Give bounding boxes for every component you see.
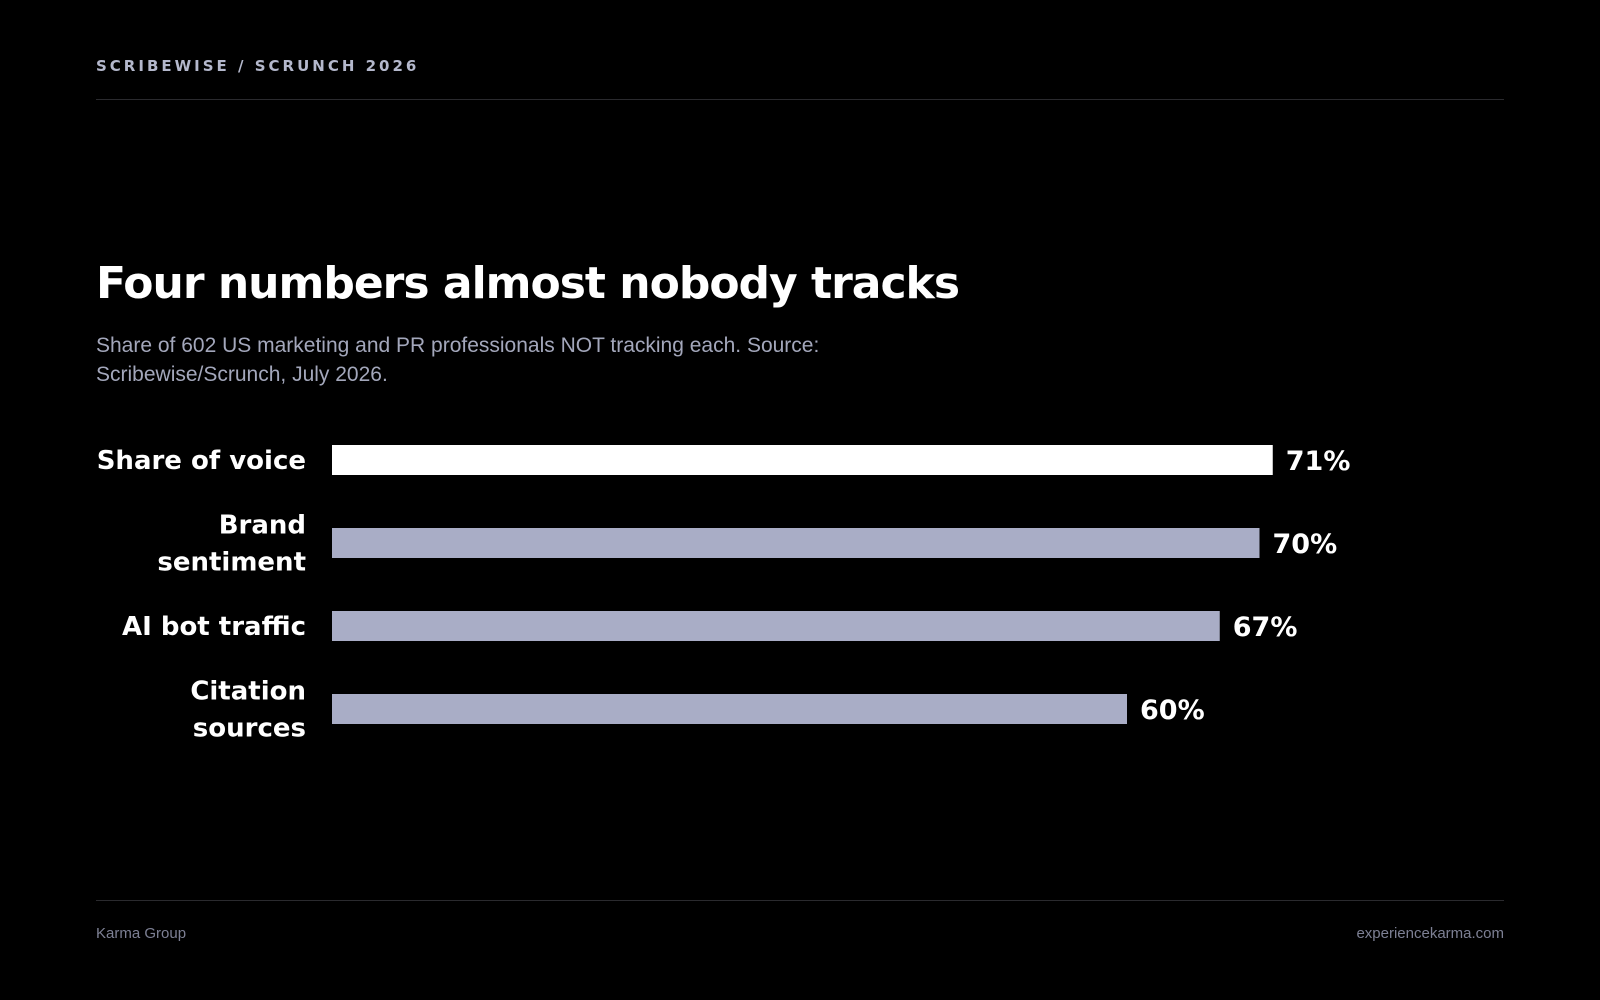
bar [332, 611, 1220, 641]
footer-url: experiencekarma.com [1356, 925, 1504, 942]
category-label: Brand sentiment [157, 511, 306, 578]
category-label: AI bot traffic [122, 612, 306, 642]
footer-brand: Karma Group [96, 925, 187, 942]
chart-title: Four numbers almost nobody tracks [96, 258, 960, 309]
bar-chart: Share of voice 71% Brand sentiment 70% AI bot… [97, 445, 1351, 744]
eyebrow-label: SCRIBEWISE / SCRUNCH 2026 [96, 57, 420, 75]
bar [332, 445, 1273, 475]
bar [332, 528, 1260, 558]
footer-divider [96, 900, 1504, 901]
value-label: 71% [1286, 446, 1351, 477]
value-label: 67% [1233, 612, 1298, 643]
header-divider [96, 99, 1504, 100]
chart-subtitle: Share of 602 US marketing and PR profess… [96, 334, 820, 386]
value-label: 70% [1273, 529, 1338, 560]
value-label: 60% [1140, 695, 1205, 726]
bar [332, 694, 1127, 724]
category-label: Share of voice [97, 446, 306, 476]
category-label: Citation sources [190, 677, 306, 744]
